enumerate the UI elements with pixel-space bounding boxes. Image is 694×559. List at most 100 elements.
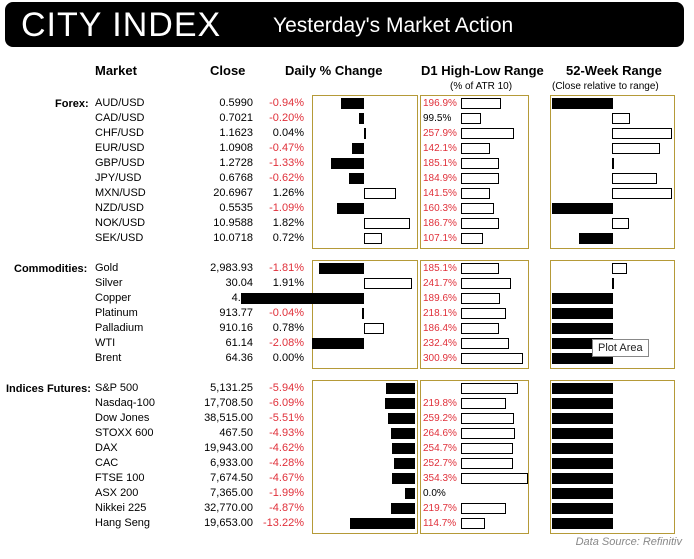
close-value: 32,770.00 bbox=[204, 502, 253, 514]
market-name: S&P 500 bbox=[95, 382, 139, 394]
daily-change-bar bbox=[364, 233, 382, 244]
header-banner: CITY INDEX Yesterday's Market Action bbox=[5, 2, 684, 47]
daily-pct-value: -4.87% bbox=[269, 502, 304, 514]
close-value: 0.7021 bbox=[219, 112, 253, 124]
week52-bar bbox=[552, 293, 613, 304]
range-bar bbox=[461, 173, 499, 184]
range-bar bbox=[461, 413, 515, 424]
daily-change-bar bbox=[364, 323, 384, 334]
week52-bar bbox=[552, 338, 613, 349]
daily-change-bar bbox=[392, 473, 415, 484]
range-pct-value: 141.5% bbox=[423, 188, 457, 199]
range-pct-value: 254.7% bbox=[423, 443, 457, 454]
daily-pct-value: -5.94% bbox=[269, 382, 304, 394]
daily-change-bar bbox=[364, 188, 396, 199]
daily-change-bar bbox=[340, 98, 364, 109]
market-name: Nasdaq-100 bbox=[95, 397, 155, 409]
range-bar bbox=[461, 158, 499, 169]
group-label: Indices Futures: bbox=[6, 383, 91, 395]
market-name: ASX 200 bbox=[95, 487, 139, 499]
close-value: 10.9588 bbox=[213, 217, 253, 229]
market-name: AUD/USD bbox=[95, 97, 145, 109]
market-name: NOK/USD bbox=[95, 217, 146, 229]
range-pct-value: 252.7% bbox=[423, 458, 457, 469]
market-name: STOXX 600 bbox=[95, 427, 154, 439]
daily-pct-value: -0.20% bbox=[269, 112, 304, 124]
week52-bar bbox=[552, 473, 613, 484]
daily-change-bar bbox=[392, 443, 415, 454]
daily-change-bar bbox=[348, 173, 364, 184]
range-pct-value: 257.9% bbox=[423, 128, 457, 139]
range-pct-value: 114.7% bbox=[423, 518, 457, 529]
range-pct-value: 142.1% bbox=[423, 143, 457, 154]
daily-pct-value: -0.47% bbox=[269, 142, 304, 154]
daily-pct-value: -1.81% bbox=[269, 262, 304, 274]
group-label: Forex: bbox=[55, 98, 89, 110]
range-pct-value: 0.0% bbox=[423, 488, 446, 499]
range-pct-value: 185.1% bbox=[423, 158, 457, 169]
market-name: Dow Jones bbox=[95, 412, 150, 424]
daily-change-bar bbox=[394, 458, 415, 469]
daily-pct-value: -4.67% bbox=[269, 472, 304, 484]
daily-change-bar bbox=[385, 383, 415, 394]
range-bar bbox=[461, 503, 507, 514]
daily-change-bar bbox=[330, 158, 364, 169]
col-range-header: D1 High-Low Range bbox=[421, 63, 544, 78]
daily-pct-value: 1.26% bbox=[272, 187, 304, 199]
market-name: MXN/USD bbox=[95, 187, 146, 199]
week52-bar bbox=[552, 458, 613, 469]
daily-pct-value: 0.78% bbox=[272, 322, 304, 334]
range-bar bbox=[461, 233, 483, 244]
market-name: WTI bbox=[95, 337, 116, 349]
market-name: Copper bbox=[95, 292, 132, 304]
page-title: Yesterday's Market Action bbox=[273, 14, 514, 37]
daily-pct-value: -4.93% bbox=[269, 427, 304, 439]
close-value: 61.14 bbox=[225, 337, 253, 349]
week52-bar bbox=[612, 188, 672, 199]
daily-change-panel bbox=[312, 260, 418, 369]
col-52w-subheader: (Close relative to range) bbox=[552, 81, 659, 92]
close-value: 38,515.00 bbox=[204, 412, 253, 424]
close-value: 5,131.25 bbox=[210, 382, 253, 394]
daily-change-bar bbox=[364, 218, 410, 229]
week52-bar bbox=[612, 218, 629, 229]
data-source-note: Data Source: Refinitiv bbox=[575, 536, 682, 548]
daily-change-bar bbox=[336, 203, 364, 214]
range-bar bbox=[461, 203, 494, 214]
col-52w-header: 52-Week Range bbox=[566, 63, 662, 78]
col-close-header: Close bbox=[210, 63, 246, 78]
range-pct-value: 186.4% bbox=[423, 323, 457, 334]
range-pct-value: 300.9% bbox=[423, 353, 457, 364]
week52-bar bbox=[552, 203, 613, 214]
range-bar bbox=[461, 278, 511, 289]
daily-change-bar bbox=[352, 143, 364, 154]
range-bar bbox=[461, 263, 499, 274]
range-bar bbox=[461, 398, 507, 409]
daily-pct-value: -13.22% bbox=[263, 517, 304, 529]
close-value: 1.0908 bbox=[219, 142, 253, 154]
range-pct-value: 99.5% bbox=[423, 113, 452, 124]
week52-bar bbox=[552, 308, 613, 319]
close-value: 1.1623 bbox=[219, 127, 253, 139]
col-daily-header: Daily % Change bbox=[285, 63, 383, 78]
brand-logo: CITY INDEX bbox=[21, 6, 222, 44]
range-bar bbox=[461, 128, 514, 139]
week52-bar bbox=[612, 263, 627, 274]
range-bar bbox=[461, 218, 500, 229]
daily-pct-value: -1.09% bbox=[269, 202, 304, 214]
close-value: 30.04 bbox=[225, 277, 253, 289]
range-pct-value: 196.9% bbox=[423, 98, 457, 109]
daily-pct-value: -4.62% bbox=[269, 442, 304, 454]
market-name: JPY/USD bbox=[95, 172, 142, 184]
daily-change-bar bbox=[364, 278, 412, 289]
daily-change-bar bbox=[312, 338, 364, 349]
daily-change-bar bbox=[364, 128, 366, 139]
market-name: CAD/USD bbox=[95, 112, 145, 124]
range-pct-value: 232.4% bbox=[423, 338, 457, 349]
week52-bar bbox=[579, 233, 613, 244]
col-range-subheader: (% of ATR 10) bbox=[450, 81, 513, 92]
daily-pct-value: -4.28% bbox=[269, 457, 304, 469]
range-bar bbox=[461, 443, 514, 454]
close-value: 64.36 bbox=[225, 352, 253, 364]
range-bar bbox=[461, 188, 490, 199]
